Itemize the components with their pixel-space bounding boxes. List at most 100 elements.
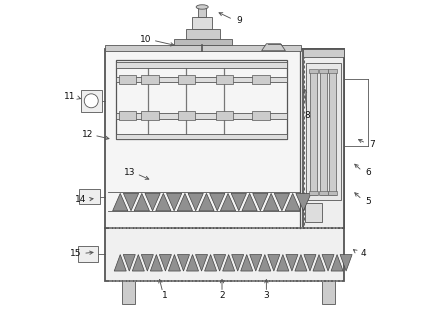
Polygon shape	[250, 255, 262, 271]
Polygon shape	[178, 255, 190, 271]
Polygon shape	[322, 255, 334, 271]
Polygon shape	[123, 255, 135, 271]
Bar	[216, 111, 233, 120]
Polygon shape	[286, 255, 298, 271]
Bar	[252, 111, 270, 120]
Polygon shape	[262, 44, 285, 51]
Bar	[303, 49, 344, 228]
Bar	[328, 191, 337, 195]
Polygon shape	[159, 255, 171, 271]
Text: 9: 9	[237, 16, 242, 25]
Bar	[178, 75, 195, 84]
Polygon shape	[331, 255, 343, 271]
Polygon shape	[177, 193, 193, 211]
Bar	[329, 71, 336, 195]
Polygon shape	[145, 193, 160, 211]
Bar	[192, 17, 213, 29]
Text: 12: 12	[82, 130, 93, 139]
Text: 1: 1	[162, 291, 168, 300]
Polygon shape	[166, 193, 182, 211]
Bar	[319, 191, 328, 195]
Polygon shape	[259, 255, 271, 271]
Bar	[310, 71, 317, 195]
Bar	[198, 8, 206, 17]
Bar	[119, 75, 136, 84]
Text: 8: 8	[305, 111, 310, 120]
Polygon shape	[313, 255, 325, 271]
Text: 4: 4	[360, 249, 366, 258]
Bar	[303, 49, 344, 57]
Polygon shape	[268, 255, 280, 271]
Bar	[305, 203, 322, 222]
Bar	[178, 111, 195, 120]
Bar	[309, 69, 318, 73]
Polygon shape	[296, 193, 311, 211]
Text: 14: 14	[75, 195, 87, 204]
Polygon shape	[114, 255, 126, 271]
Bar	[116, 77, 287, 82]
Polygon shape	[168, 255, 180, 271]
Text: 10: 10	[140, 35, 152, 44]
Text: 7: 7	[370, 140, 376, 149]
Polygon shape	[241, 255, 253, 271]
Bar	[186, 29, 220, 39]
Bar	[105, 49, 344, 228]
Bar	[116, 62, 287, 68]
Polygon shape	[141, 255, 153, 271]
Bar	[141, 111, 159, 120]
Bar	[78, 246, 99, 262]
Polygon shape	[277, 255, 289, 271]
Polygon shape	[231, 193, 246, 211]
Text: 13: 13	[124, 168, 136, 177]
Bar	[116, 134, 287, 139]
Text: 5: 5	[365, 197, 371, 206]
Bar	[216, 75, 233, 84]
Text: 15: 15	[71, 249, 82, 258]
Polygon shape	[113, 193, 128, 211]
Polygon shape	[205, 255, 217, 271]
Bar	[116, 113, 287, 119]
Bar	[174, 39, 231, 45]
Bar	[319, 69, 328, 73]
Bar	[81, 90, 102, 112]
Text: 3: 3	[263, 291, 269, 300]
Bar	[79, 189, 100, 204]
Polygon shape	[340, 255, 352, 271]
Polygon shape	[214, 255, 226, 271]
Polygon shape	[156, 193, 171, 211]
Polygon shape	[210, 193, 225, 211]
Bar	[105, 45, 301, 51]
Polygon shape	[199, 193, 214, 211]
Circle shape	[84, 94, 98, 108]
Polygon shape	[188, 193, 203, 211]
Text: 2: 2	[219, 291, 225, 300]
Polygon shape	[186, 255, 198, 271]
Polygon shape	[222, 255, 235, 271]
Polygon shape	[285, 193, 300, 211]
Polygon shape	[242, 193, 257, 211]
Ellipse shape	[196, 5, 208, 9]
Bar	[141, 75, 159, 84]
Polygon shape	[264, 193, 279, 211]
Polygon shape	[134, 193, 150, 211]
Polygon shape	[151, 255, 163, 271]
Polygon shape	[232, 255, 244, 271]
Bar	[322, 281, 334, 304]
Polygon shape	[132, 255, 144, 271]
Bar	[309, 191, 318, 195]
Bar	[119, 111, 136, 120]
Bar	[105, 228, 344, 281]
Polygon shape	[123, 193, 139, 211]
Polygon shape	[253, 193, 268, 211]
Bar	[116, 60, 287, 139]
Bar	[122, 281, 135, 304]
Polygon shape	[195, 255, 208, 271]
Bar	[252, 75, 270, 84]
Bar	[328, 69, 337, 73]
Polygon shape	[274, 193, 289, 211]
Bar	[306, 63, 341, 200]
Text: 11: 11	[64, 92, 75, 101]
Polygon shape	[295, 255, 307, 271]
Polygon shape	[220, 193, 236, 211]
Polygon shape	[304, 255, 316, 271]
